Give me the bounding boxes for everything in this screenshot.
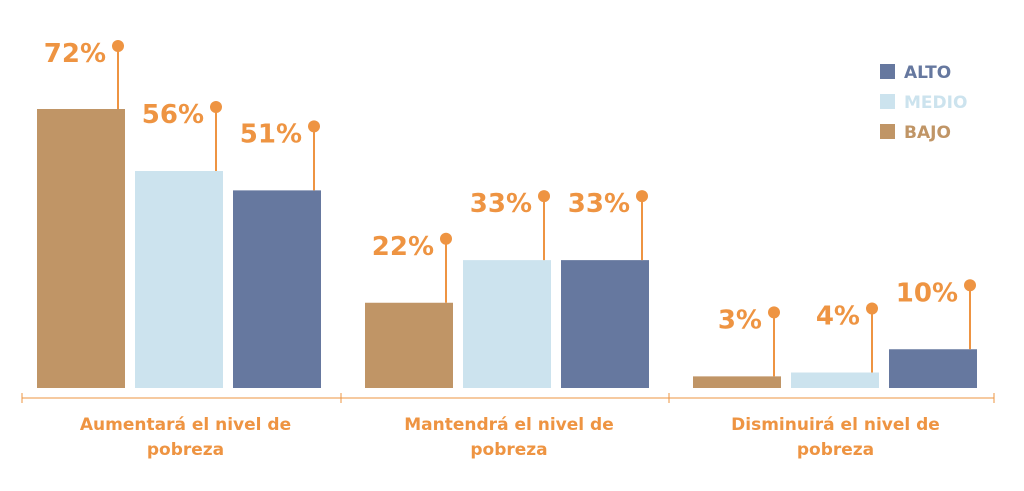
value-label: 56% <box>142 100 204 130</box>
pin-dot <box>440 232 452 245</box>
category-label: Mantendrá el nivel de pobreza <box>404 415 613 460</box>
pin-dot <box>636 190 648 203</box>
x-axis <box>21 393 995 403</box>
legend-label-bajo: BAJO <box>904 123 951 143</box>
legend-swatch-bajo <box>880 124 895 139</box>
pin-dot <box>210 101 222 113</box>
value-label: 3% <box>718 305 762 335</box>
pin-dot <box>768 306 780 319</box>
bar-bajo-2 <box>693 376 781 388</box>
legend-swatch-alto <box>880 64 895 79</box>
pin-dot <box>866 302 878 315</box>
bar-bajo-0 <box>37 109 125 388</box>
value-label: 72% <box>44 39 106 69</box>
bars-layer <box>37 109 977 388</box>
category-labels: Aumentará el nivel de pobreza Mantendrá el… <box>80 415 940 460</box>
legend: ALTO MEDIO BAJO <box>880 63 967 143</box>
pin-dot <box>538 190 550 203</box>
pin-dot <box>112 40 124 52</box>
value-label: 10% <box>896 278 958 308</box>
bar-medio-0 <box>135 171 223 388</box>
bar-bajo-1 <box>365 302 453 388</box>
bar-alto-2 <box>889 349 977 388</box>
bar-alto-1 <box>561 260 649 388</box>
legend-label-alto: ALTO <box>904 63 951 83</box>
pin-dot <box>964 279 976 292</box>
bar-medio-2 <box>791 372 879 388</box>
category-label: Disminuirá el nivel de pobreza <box>731 415 940 460</box>
legend-label-medio: MEDIO <box>904 93 967 113</box>
legend-swatch-medio <box>880 94 895 109</box>
value-label: 33% <box>470 189 532 219</box>
value-label: 4% <box>816 302 860 332</box>
bar-alto-0 <box>233 190 321 388</box>
value-label: 22% <box>372 232 434 262</box>
pin-dot <box>308 120 320 133</box>
bar-medio-1 <box>463 260 551 388</box>
value-labels: 72% 56% 51% 22% 33% 33% 3% 4% 10% <box>44 39 976 377</box>
value-label: 51% <box>240 119 302 149</box>
category-label: Aumentará el nivel de pobreza <box>80 415 291 460</box>
value-label: 33% <box>568 189 630 219</box>
